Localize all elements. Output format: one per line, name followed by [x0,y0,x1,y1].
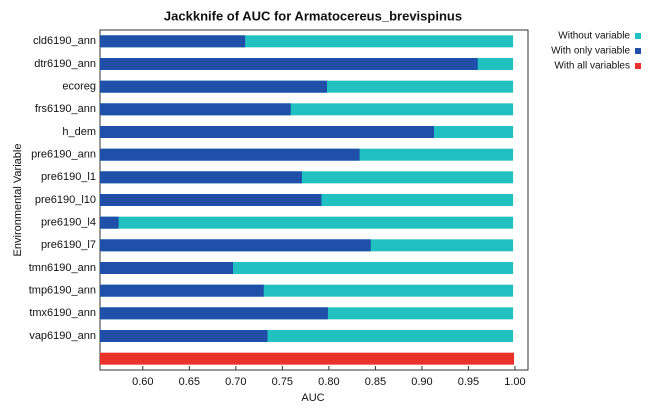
legend-marker [635,33,641,39]
bar [100,330,268,342]
bar [100,194,322,206]
chart-title: Jackknife of AUC for Armatocereus_brevis… [164,8,462,23]
y-tick-label: ecoreg [62,81,96,93]
bar [100,216,119,229]
bar [100,284,264,297]
y-tick-label: pre6190_ann [31,149,96,161]
legend-marker [635,48,641,54]
x-tick-label: 0.95 [458,376,479,388]
bar [100,148,360,161]
bar [100,35,246,48]
bar [100,352,515,365]
legend-label: Without variable [558,31,630,42]
y-tick-label: pre6190_l10 [35,194,96,206]
bar [100,58,478,70]
y-tick-label: frs6190_ann [35,103,96,115]
y-tick-label: vap6190_ann [29,330,96,342]
x-axis-label: AUC [301,392,324,404]
legend-label: With only variable [551,46,630,57]
x-tick-label: 0.60 [132,376,153,388]
x-tick-label: 1.00 [504,376,525,388]
y-tick-label: pre6190_l4 [41,217,96,229]
x-tick-label: 0.80 [318,376,339,388]
bar [100,262,234,274]
x-tick-label: 0.75 [272,376,293,388]
bar [100,307,328,320]
y-tick-label: tmx6190_ann [29,307,96,319]
y-tick-label: tmp6190_ann [29,285,96,297]
y-tick-label: cld6190_ann [33,35,96,47]
y-axis-label: Environmental Variable [12,144,24,257]
x-tick-label: 0.90 [411,376,432,388]
x-tick-label: 0.70 [225,376,246,388]
y-tick-label: pre6190_l7 [41,239,96,251]
bar [100,216,514,229]
x-tick-label: 0.65 [179,376,200,388]
y-tick-label: tmn6190_ann [29,262,96,274]
bar [100,80,328,93]
legend-marker [635,63,641,69]
bar [100,126,435,138]
bar [100,171,302,184]
y-tick-label: pre6190_l1 [41,171,96,183]
y-tick-label: h_dem [62,126,96,138]
bar [100,103,291,116]
y-tick-label: dtr6190_ann [34,58,96,70]
x-tick-label: 0.85 [365,376,386,388]
legend-label: With all variables [554,61,630,72]
bar [100,239,371,252]
